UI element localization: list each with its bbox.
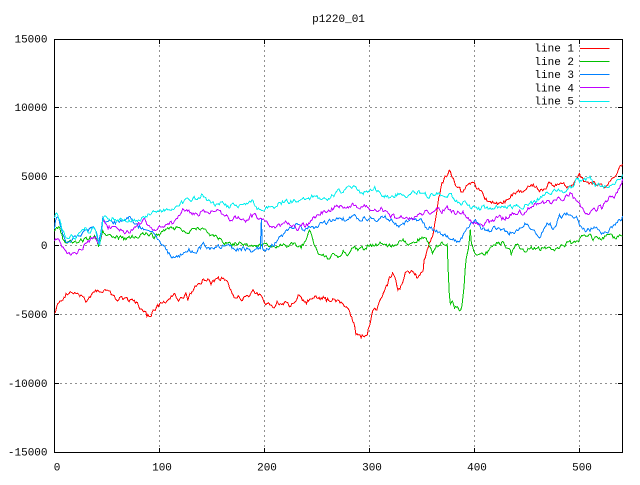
svg-text:-15000: -15000 (8, 448, 48, 460)
svg-text:0: 0 (54, 463, 61, 475)
svg-text:p1220_01: p1220_01 (312, 14, 365, 26)
svg-text:line 4: line 4 (534, 83, 574, 95)
svg-text:200: 200 (257, 463, 277, 475)
svg-text:line 2: line 2 (534, 57, 574, 69)
svg-text:10000: 10000 (14, 103, 47, 115)
svg-text:-5000: -5000 (14, 310, 47, 322)
svg-text:line 5: line 5 (534, 97, 574, 109)
svg-text:15000: 15000 (14, 35, 47, 47)
svg-text:100: 100 (152, 463, 172, 475)
svg-text:0: 0 (41, 241, 48, 253)
svg-text:-10000: -10000 (8, 379, 48, 391)
svg-text:500: 500 (572, 463, 592, 475)
svg-text:400: 400 (467, 463, 487, 475)
svg-text:300: 300 (362, 463, 382, 475)
svg-text:line 3: line 3 (534, 70, 574, 82)
svg-text:line 1: line 1 (534, 44, 574, 56)
svg-text:5000: 5000 (21, 172, 47, 184)
